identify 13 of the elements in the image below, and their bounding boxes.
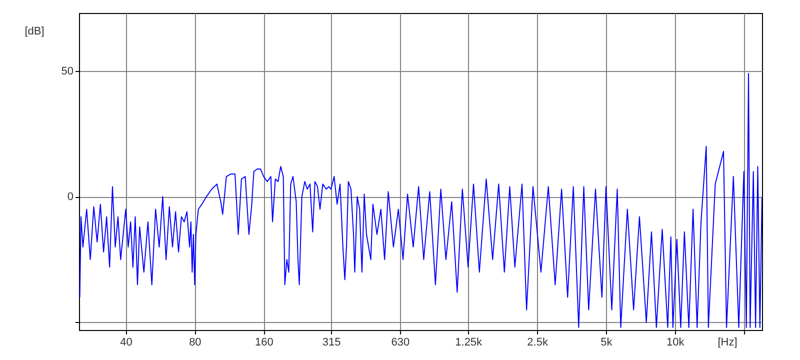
y-axis-title: [dB] bbox=[24, 26, 44, 38]
x-tick-label: 2.5k bbox=[527, 336, 548, 348]
x-axis-title: [Hz] bbox=[718, 336, 738, 348]
x-tick-label: 40 bbox=[120, 336, 132, 348]
y-tick-label: 0 bbox=[67, 191, 74, 204]
x-tick-label: 80 bbox=[189, 336, 202, 348]
x-tick-label: 630 bbox=[391, 336, 410, 348]
x-tick-label: 10k bbox=[666, 336, 685, 348]
x-tick-label: 160 bbox=[254, 336, 274, 348]
x-tick-label: 315 bbox=[322, 336, 341, 348]
y-tick-label: 50 bbox=[61, 65, 74, 78]
x-tick-label: 1.25k bbox=[455, 336, 483, 348]
x-tick-label: 5k bbox=[600, 336, 613, 348]
